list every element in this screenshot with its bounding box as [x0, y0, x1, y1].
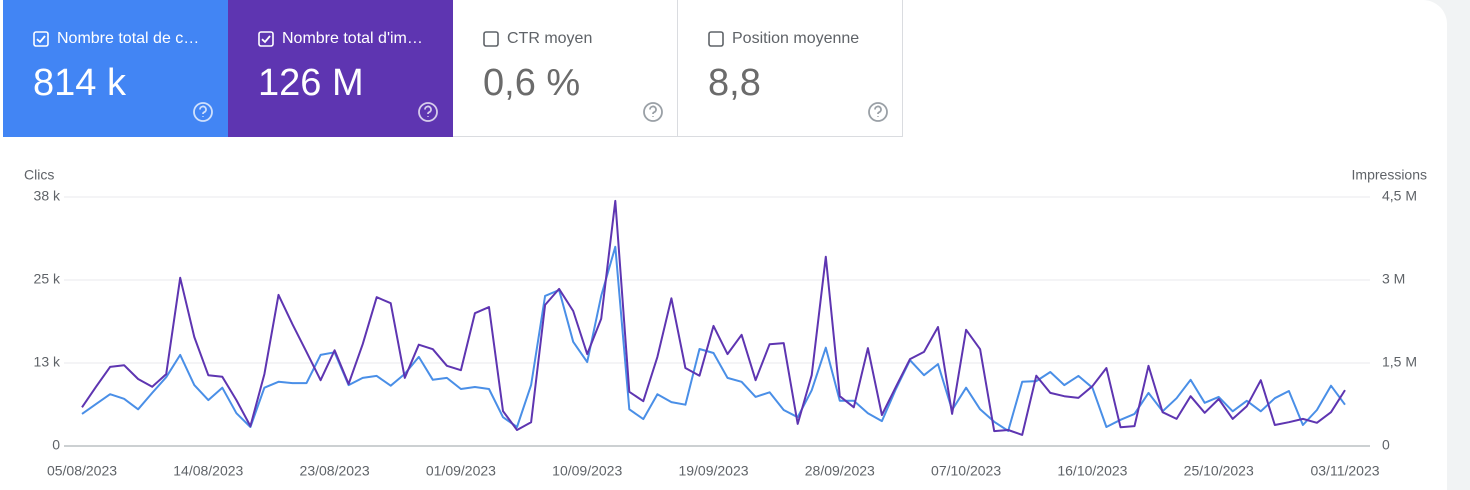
help-glyph: [199, 105, 207, 117]
metric-card[interactable]: Nombre total d'im… 126 M: [228, 0, 453, 137]
metric-card[interactable]: CTR moyen 0,6 %: [453, 0, 678, 137]
y-tick-label: 13 k: [34, 354, 61, 370]
y2-tick-label: 3 M: [1382, 271, 1405, 287]
metric-card[interactable]: Position moyenne 8,8: [678, 0, 903, 137]
help-circle: [418, 102, 438, 122]
metric-label: Nombre total de c…: [57, 30, 200, 47]
metric-value: 814 k: [33, 62, 126, 104]
x-tick-label: 03/11/2023: [1310, 463, 1379, 479]
metric-value: 0,6 %: [483, 62, 581, 104]
help-glyph: [424, 105, 432, 117]
help-glyph: [874, 105, 882, 117]
checkbox-box: [33, 31, 49, 47]
x-tick-label: 19/09/2023: [678, 463, 748, 479]
x-tick-label: 05/08/2023: [47, 463, 117, 479]
metric-label: Position moyenne: [732, 30, 860, 47]
checkbox-tick: [36, 35, 46, 44]
y-axis-title: Clics: [24, 167, 54, 183]
x-tick-label: 14/08/2023: [173, 463, 243, 479]
y2-tick-label: 0: [1382, 437, 1390, 453]
series-line: [81, 245, 1346, 432]
help-circle: [643, 102, 663, 122]
metric-cards: Nombre total de c… 814 k Nombre total d'im…: [3, 0, 903, 137]
metric-label: CTR moyen: [507, 30, 593, 47]
y-tick-label: 38 k: [34, 188, 61, 204]
x-tick-label: 16/10/2023: [1057, 463, 1127, 479]
checkbox[interactable]: [33, 31, 49, 47]
help-icon[interactable]: [867, 101, 889, 123]
x-tick-label: 28/09/2023: [805, 463, 875, 479]
metric-label: Nombre total d'im…: [282, 30, 423, 47]
checkbox-box: [708, 31, 724, 47]
checkbox[interactable]: [483, 31, 499, 47]
y2-axis-title: Impressions: [1352, 167, 1427, 183]
help-icon[interactable]: [417, 101, 439, 123]
y2-tick-label: 1,5 M: [1382, 354, 1417, 370]
metric-card[interactable]: Nombre total de c… 814 k: [3, 0, 228, 137]
help-icon[interactable]: [192, 101, 214, 123]
help-glyph: [649, 105, 657, 117]
x-tick-label: 10/09/2023: [552, 463, 622, 479]
checkbox[interactable]: [708, 31, 724, 47]
help-circle: [868, 102, 888, 122]
checkbox-box: [258, 31, 274, 47]
checkbox-box: [483, 31, 499, 47]
y-tick-label: 25 k: [34, 271, 61, 287]
checkbox-tick: [261, 35, 271, 44]
y2-tick-label: 4,5 M: [1382, 188, 1417, 204]
series-line: [81, 199, 1346, 436]
y-tick-label: 0: [52, 437, 60, 453]
help-circle: [193, 102, 213, 122]
metric-value: 8,8: [708, 62, 761, 104]
x-tick-label: 25/10/2023: [1184, 463, 1254, 479]
metric-value: 126 M: [258, 62, 364, 104]
x-tick-label: 07/10/2023: [931, 463, 1001, 479]
help-icon[interactable]: [642, 101, 664, 123]
x-tick-label: 01/09/2023: [426, 463, 496, 479]
x-tick-label: 23/08/2023: [300, 463, 370, 479]
checkbox[interactable]: [258, 31, 274, 47]
